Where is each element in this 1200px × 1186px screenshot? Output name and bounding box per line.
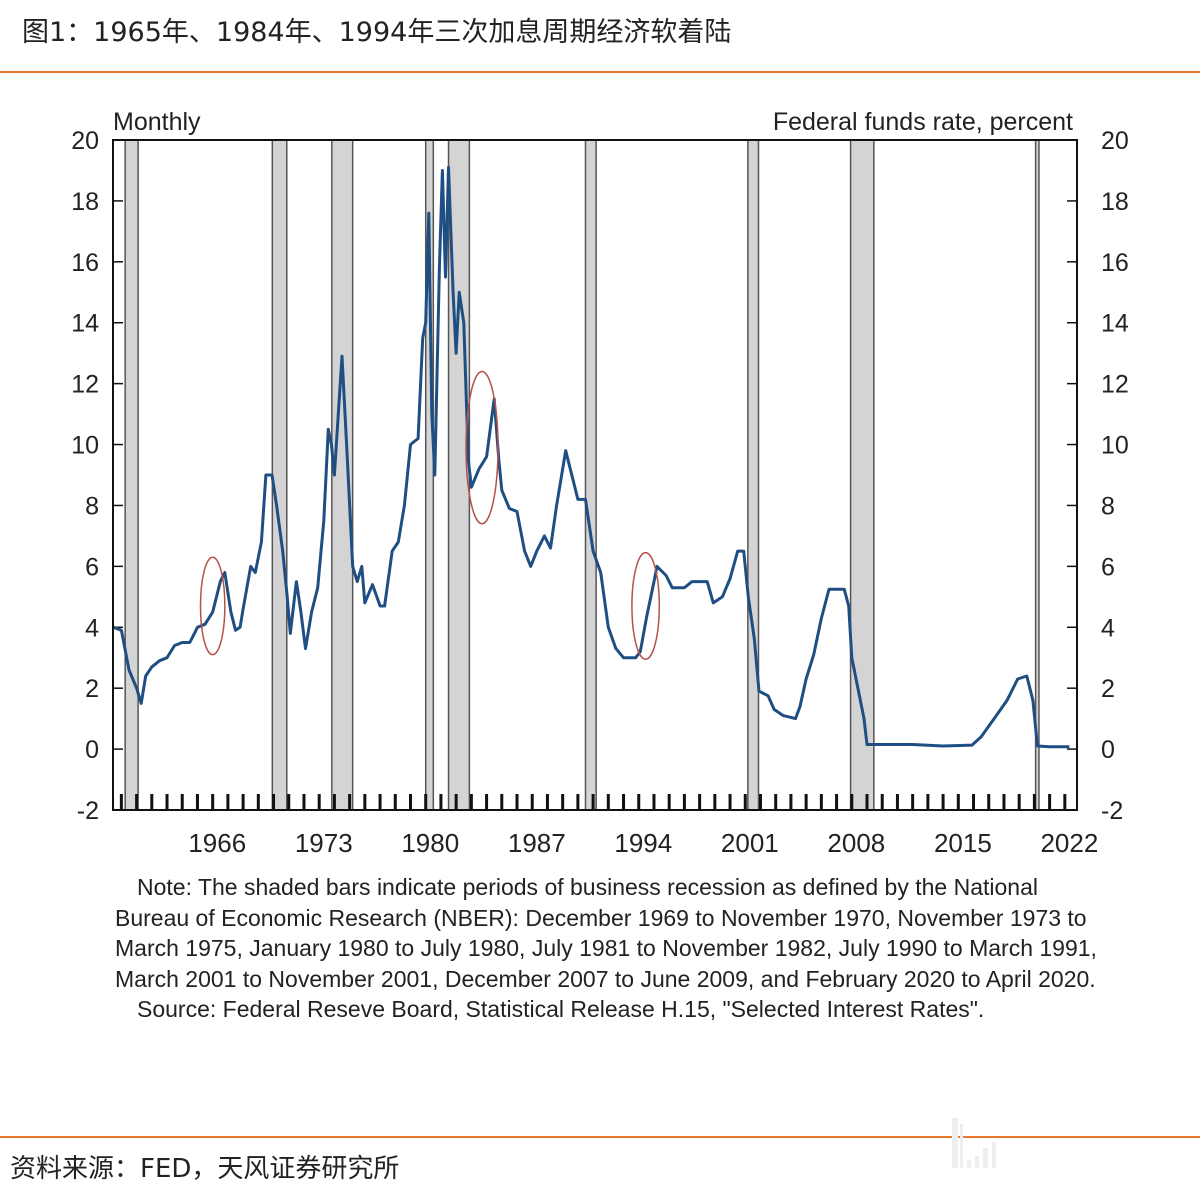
y-tick-label-right: 8 [1101,492,1115,520]
x-tick-label: 2001 [721,828,779,858]
plot-frame [112,139,1078,811]
x-tick-label: 1987 [508,828,566,858]
y-tick-label-left: 18 [71,188,99,216]
annotation-ellipse [631,551,661,660]
y-tick-label-right: 16 [1101,249,1129,277]
recession-bar [124,139,139,811]
y-tick-label-right: 4 [1101,614,1115,642]
y-tick-label-right: 10 [1101,432,1129,460]
recession-bar [747,139,760,811]
left-axis-label: Monthly [113,108,201,136]
chart-note: Note: The shaded bars indicate periods o… [115,872,1115,1025]
y-tick-label-left: 8 [85,492,99,520]
bottom-divider [0,1136,1200,1138]
longbridge-watermark [950,1118,1190,1174]
x-tick-label: 2015 [934,828,992,858]
figure-title: 图1：1965年、1984年、1994年三次加息周期经济软着陆 [22,17,732,48]
y-tick-label-right: -2 [1101,797,1123,825]
recession-bar [1034,139,1040,811]
y-tick-label-right: 0 [1101,736,1115,764]
fed-funds-chart: -2 -2 0 0 2 2 4 4 6 6 8 8 10 10 12 12 14 14 16 16 18 18 20 20 19… [71,108,1129,858]
annotation-ellipse [199,556,226,656]
source-text: 资料来源：FED，天风证券研究所 [10,1154,400,1184]
y-tick-label-left: 0 [85,736,99,764]
y-tick-label-right: 14 [1101,310,1129,338]
x-tick-label: 1994 [614,828,672,858]
y-tick-label-left: 6 [85,553,99,581]
x-tick-label: 1980 [401,828,459,858]
right-axis-label: Federal funds rate, percent [773,108,1073,136]
y-tick-label-left: 2 [85,675,99,703]
y-tick-label-left: 12 [71,371,99,399]
y-tick-label-left: 4 [85,614,99,642]
x-tick-label: 2008 [827,828,885,858]
y-tick-label-left: 14 [71,310,99,338]
y-tick-label-right: 18 [1101,188,1129,216]
note-text: Note: The shaded bars indicate periods o… [115,874,1097,992]
y-tick-label-left: 10 [71,432,99,460]
y-tick-label-right: 12 [1101,371,1129,399]
annotation-ellipse [465,370,499,525]
x-tick-label: 1973 [295,828,353,858]
y-tick-label-right: 2 [1101,675,1115,703]
x-tick-label: 2022 [1040,828,1098,858]
recession-bar [271,139,288,811]
y-tick-label-left: 20 [71,127,99,155]
x-tick-label: 1966 [188,828,246,858]
watermark-logo-icon [952,1118,996,1168]
note-source: Source: Federal Reseve Board, Statistica… [137,996,985,1022]
y-tick-label-left: -2 [77,797,99,825]
y-tick-label-right: 6 [1101,553,1115,581]
y-tick-label-right: 20 [1101,127,1129,155]
top-divider [0,71,1200,73]
y-tick-label-left: 16 [71,249,99,277]
fed-funds-rate-line [113,165,1070,749]
recession-bar [584,139,597,811]
